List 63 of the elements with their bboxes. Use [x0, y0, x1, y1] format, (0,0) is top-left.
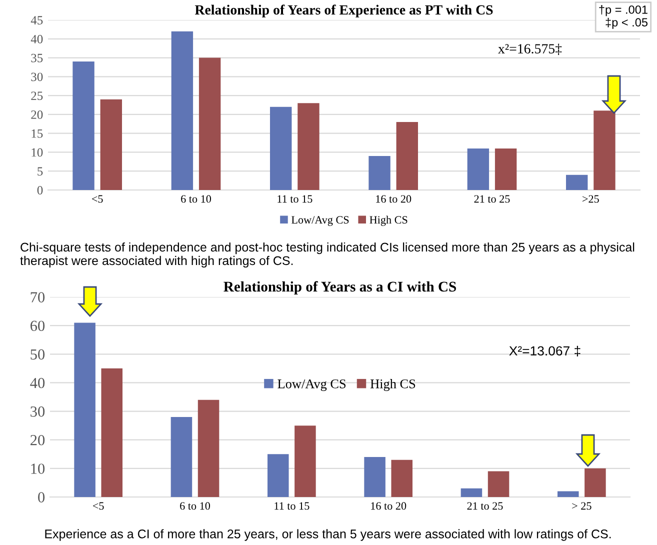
y-tick-label: 15 — [32, 129, 43, 138]
bar — [171, 31, 194, 190]
y-tick-label: 60 — [30, 320, 45, 332]
legend-label: High CS — [370, 379, 416, 392]
legend-label: Low/Avg CS — [278, 379, 346, 392]
bar — [100, 99, 122, 190]
text: Experience as a CI of more than 25 years, or less than 5 years were associated with low ratings of CS. — [45, 529, 611, 541]
x-tick-label: 11 to 15 — [278, 195, 312, 203]
bar — [364, 457, 386, 497]
legend-label: Low/Avg CS — [292, 216, 349, 226]
annotation: X²=13.067 ‡ — [509, 346, 580, 356]
y-tick-label: 40 — [30, 34, 43, 44]
y-tick-label: 70 — [30, 292, 45, 302]
y-tick-label: 20 — [30, 435, 45, 446]
y-tick-label: 35 — [31, 54, 43, 62]
bar — [270, 106, 292, 190]
bar — [391, 460, 412, 497]
bar — [198, 400, 220, 497]
x-tick-label: > 25 — [572, 502, 592, 510]
x-tick-label: 21 to 25 — [474, 195, 510, 203]
y-tick-label: 0 — [38, 492, 45, 502]
y-tick-label: 30 — [31, 72, 43, 82]
bar — [170, 417, 192, 497]
y-tick-label: 30 — [30, 406, 45, 417]
y-tick-label: 40 — [30, 378, 45, 388]
y-tick-label: 10 — [31, 464, 45, 474]
x-tick-label: 6 to 10 — [181, 195, 212, 203]
y-tick-label: 0 — [37, 186, 43, 194]
x-tick-label: 16 to 20 — [376, 195, 412, 203]
y-tick-label: 45 — [30, 16, 43, 24]
chart-title: Relationship of Years of Experience as PT with CS — [194, 4, 493, 18]
x-tick-label: 11 to 15 — [274, 502, 310, 510]
x-tick-label: <5 — [92, 502, 104, 510]
annotation: †p = .001 ‡p < .05 — [599, 5, 648, 29]
bar — [396, 122, 418, 190]
y-tick-label: 10 — [32, 148, 43, 157]
bar — [467, 148, 490, 190]
bar — [488, 471, 510, 497]
bar — [566, 174, 588, 190]
bar — [74, 322, 96, 497]
annotation: x²=16.575‡ — [498, 44, 562, 55]
bar — [298, 103, 320, 190]
text: Chi-square tests of independence and post-hoc testing indicated CIs licensed more than 25 years as a physical therapist were associated with high ratings of CS. — [20, 242, 634, 268]
bar — [294, 426, 316, 497]
bar — [460, 488, 482, 497]
bar — [72, 62, 94, 190]
bar — [558, 491, 579, 497]
x-tick-label: 21 to 25 — [467, 502, 503, 510]
x-tick-label: >25 — [582, 195, 599, 203]
bar — [368, 156, 390, 190]
x-tick-label: <5 — [92, 195, 103, 203]
x-tick-label: 6 to 10 — [180, 502, 210, 510]
legend-label: High CS — [370, 216, 408, 226]
bar — [101, 368, 122, 497]
bar — [268, 454, 289, 497]
bar — [494, 148, 517, 190]
y-tick-label: 50 — [30, 349, 45, 360]
bar — [198, 58, 221, 190]
y-tick-label: 25 — [31, 92, 43, 100]
chart-title: Relationship of Years as a CI with CS — [224, 281, 456, 295]
x-tick-label: 16 to 20 — [371, 502, 406, 510]
y-tick-label: 5 — [38, 167, 43, 176]
y-tick-label: 20 — [31, 110, 43, 119]
